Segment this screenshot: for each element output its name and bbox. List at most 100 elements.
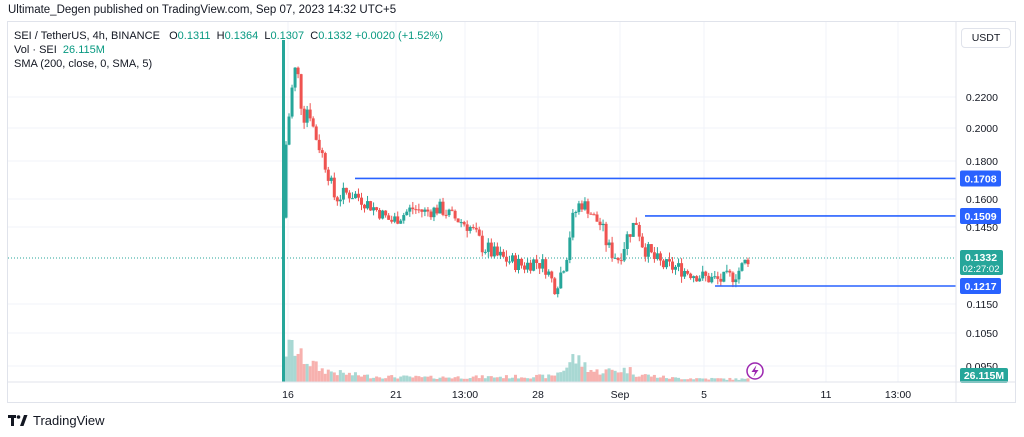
candle-body-7 <box>305 109 309 123</box>
volume-bar-27 <box>366 374 370 382</box>
volume-bar-51 <box>438 377 442 382</box>
price-axis[interactable]: 0.2200 0.2000 0.1800 0.1600 0.1450 0.1150 0.10… <box>955 22 1008 403</box>
volume-bars <box>284 339 750 382</box>
volume-bar-143 <box>716 378 720 382</box>
candle-body-83 <box>535 259 539 263</box>
volume-bar-108 <box>610 369 614 382</box>
candle-body-103 <box>595 214 599 222</box>
candle-body-81 <box>529 262 533 271</box>
volume-bar-8 <box>308 366 312 382</box>
candle-body-106 <box>604 223 608 246</box>
candle-body-3 <box>293 67 297 88</box>
candle-body-27 <box>366 201 370 209</box>
candle-body-69 <box>492 246 496 257</box>
candle-body-19 <box>341 187 345 200</box>
volume-bar-140 <box>707 379 711 382</box>
candle-body-139 <box>704 271 708 276</box>
candle-body-36 <box>393 216 397 222</box>
volume-bar-91 <box>559 372 563 382</box>
candle-body-101 <box>589 213 593 215</box>
volume-bar-116 <box>634 376 638 382</box>
candle-body-127 <box>667 259 671 262</box>
candle-body-17 <box>335 197 339 202</box>
candle-body-129 <box>674 266 678 270</box>
time-axis[interactable]: 16 21 13:00 28 Sep 5 11 13:00 <box>8 362 1015 401</box>
candle-body-34 <box>387 215 391 220</box>
volume-bar-115 <box>631 374 635 382</box>
candle-body-142 <box>713 276 717 278</box>
volume-bar-24 <box>356 375 360 382</box>
volume-bar-66 <box>483 378 487 382</box>
lightning-icon-bolt <box>751 365 759 377</box>
volume-bar-59 <box>462 378 466 382</box>
candle-body-30 <box>375 207 379 210</box>
candle-body-116 <box>634 222 638 225</box>
last-price-tag-bg <box>960 250 1003 275</box>
candle-body-107 <box>607 242 611 246</box>
volume-bar-44 <box>417 376 421 382</box>
volume-bar-120 <box>646 374 650 382</box>
volume-bar-57 <box>456 376 460 382</box>
candle-body-2 <box>290 87 294 117</box>
lightning-icon[interactable] <box>746 362 764 380</box>
volume-bar-42 <box>411 377 415 382</box>
candle-body-13 <box>323 153 327 170</box>
candle-body-56 <box>453 210 457 219</box>
volume-bar-101 <box>589 369 593 382</box>
volume-bar-118 <box>640 374 644 382</box>
volume-bar-114 <box>628 367 632 382</box>
volume-bar-95 <box>571 354 575 382</box>
volume-bar-97 <box>577 355 581 382</box>
candle-body-94 <box>568 237 572 260</box>
volume-bar-58 <box>459 378 463 382</box>
volume-bar-25 <box>359 376 363 382</box>
candle-body-124 <box>658 253 662 261</box>
candle-body-87 <box>547 271 551 275</box>
volume-bar-64 <box>477 378 481 382</box>
candle-body-123 <box>655 253 659 260</box>
horizontal-levels[interactable] <box>355 177 956 287</box>
volume-bar-14 <box>326 369 330 382</box>
volume-bar-124 <box>658 377 662 382</box>
volume-bar-38 <box>399 376 403 382</box>
candle-body-5 <box>299 74 303 109</box>
candle-body-144 <box>719 278 723 282</box>
volume-bar-79 <box>523 377 527 382</box>
volume-bar-150 <box>737 379 741 382</box>
volume-bar-17 <box>335 375 339 382</box>
volume-row[interactable]: Vol · SEI 26.115M <box>14 43 443 57</box>
candle-body-135 <box>692 276 696 279</box>
candle-body-18 <box>338 199 342 202</box>
volume-bar-141 <box>710 377 714 382</box>
volume-bar-122 <box>652 374 656 382</box>
chart-pane[interactable] <box>7 21 1016 403</box>
candle-body-68 <box>489 242 493 257</box>
publish-header: Ultimate_Degen published on TradingView.… <box>8 4 397 16</box>
volume-bar-39 <box>402 375 406 382</box>
candle-body-143 <box>716 276 720 279</box>
candle-body-153 <box>746 259 750 265</box>
candle-body-86 <box>544 259 548 275</box>
volume-bar-7 <box>305 363 309 382</box>
candle-body-125 <box>661 260 665 268</box>
price-tick-5: 0.1150 <box>967 299 998 311</box>
volume-bar-130 <box>677 377 681 382</box>
candle-body-42 <box>411 207 415 210</box>
time-tick-1: 21 <box>390 389 402 401</box>
volume-bar-4 <box>296 353 300 382</box>
candle-body-1 <box>287 116 291 145</box>
volume-bar-96 <box>574 363 578 382</box>
candle-body-52 <box>441 201 445 215</box>
symbol-label[interactable]: SEI / TetherUS, 4h, BINANCE <box>14 30 160 42</box>
candle-body-32 <box>381 210 385 219</box>
candle-body-53 <box>444 214 448 216</box>
volume-bar-30 <box>375 376 379 382</box>
volume-bar-75 <box>510 377 514 382</box>
time-tick-3: 28 <box>532 389 544 401</box>
sma-row[interactable]: SMA (200, close, 0, SMA, 5) <box>14 57 443 71</box>
candle-body-151 <box>740 263 744 271</box>
currency-button[interactable]: USDT <box>961 28 1011 48</box>
candle-body-4 <box>296 67 300 75</box>
candle-body-41 <box>408 207 412 212</box>
